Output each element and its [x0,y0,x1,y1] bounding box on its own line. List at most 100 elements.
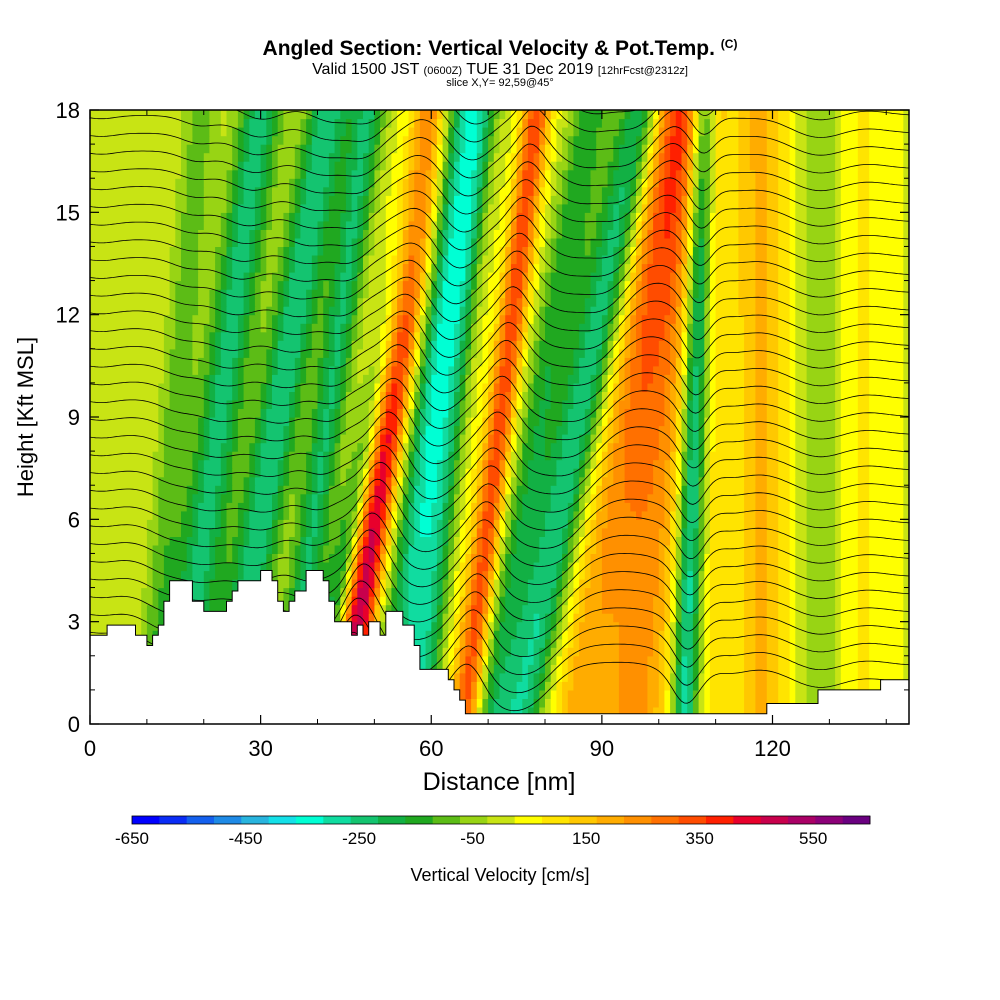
velocity-cell [675,476,683,486]
velocity-cell [311,314,319,324]
velocity-cell [681,562,688,572]
velocity-cell [334,280,341,290]
velocity-cell [675,451,683,461]
velocity-cell [755,647,768,657]
velocity-cell [613,459,626,469]
velocity-cell [385,553,393,563]
velocity-cell [692,314,705,324]
velocity-cell [226,485,233,495]
velocity-cell [869,553,904,563]
velocity-cell [806,306,836,316]
velocity-cell [709,647,745,657]
velocity-cell [562,630,569,640]
velocity-cell [192,451,205,461]
velocity-cell [704,664,711,674]
velocity-cell [840,289,859,299]
velocity-cell [755,425,768,435]
velocity-cell [755,255,768,265]
velocity-cell [664,664,671,674]
velocity-cell [345,348,353,358]
velocity-cell [363,323,381,333]
velocity-cell [471,519,478,529]
velocity-cell [90,365,165,375]
velocity-cell [408,485,415,495]
velocity-cell [903,570,909,580]
velocity-cell [630,382,643,392]
velocity-cell [505,195,512,205]
velocity-cell [869,314,904,324]
velocity-cell [789,655,796,665]
velocity-cell [163,562,188,572]
velocity-cell [431,203,438,213]
velocity-cell [687,681,694,691]
velocity-cell [510,382,518,392]
velocity-cell [675,280,683,290]
velocity-cell [215,314,222,324]
velocity-cell [357,485,364,495]
velocity-cell [744,544,757,554]
velocity-cell [408,417,415,427]
velocity-cell [545,519,569,529]
velocity-cell [567,425,586,435]
velocity-cell [203,425,211,435]
velocity-cell [272,502,279,512]
velocity-cell [476,621,484,631]
velocity-cell [442,587,449,597]
velocity-cell [806,544,836,554]
velocity-cell [152,451,165,461]
velocity-cell [778,374,791,384]
velocity-cell [675,417,683,427]
velocity-cell [499,382,512,392]
velocity-cell [220,365,233,375]
velocity-cell [675,365,683,375]
velocity-cell [687,689,694,699]
velocity-cell [835,672,842,682]
velocity-cell [835,664,842,674]
velocity-cell [516,408,523,418]
velocity-cell [903,237,909,247]
velocity-cell [510,434,518,444]
velocity-cell [311,331,324,341]
velocity-cell [357,553,364,563]
velocity-cell [698,289,705,299]
velocity-cell [482,451,489,461]
velocity-cell [289,289,307,299]
velocity-cell [738,272,757,282]
velocity-cell [323,323,330,333]
velocity-cell [465,655,472,665]
velocity-cell [698,553,705,563]
velocity-cell [709,314,717,324]
velocity-cell [795,417,808,427]
velocity-cell [607,442,614,452]
velocity-cell [431,638,438,648]
velocity-cell [169,365,193,375]
velocity-cell [647,306,671,316]
velocity-cell [715,220,739,230]
velocity-cell [482,212,489,222]
velocity-cell [653,485,666,495]
velocity-cell [237,340,245,350]
velocity-cell [516,493,523,503]
velocity-cell [351,237,358,247]
velocity-cell [795,314,808,324]
velocity-cell [169,382,205,392]
velocity-cell [835,527,842,537]
velocity-cell [573,468,580,478]
velocity-cell [158,434,165,444]
velocity-cell [806,272,836,282]
velocity-cell [630,237,637,247]
velocity-cell [903,613,909,623]
velocity-cell [692,246,700,256]
velocity-cell [744,664,757,674]
velocity-cell [357,357,381,367]
velocity-cell [687,553,694,563]
velocity-cell [158,408,165,418]
velocity-cell [345,220,358,230]
velocity-cell [806,382,836,392]
velocity-cell [692,255,700,265]
velocity-cell [385,425,398,435]
velocity-cell [755,553,768,563]
velocity-cell [857,391,870,401]
velocity-cell [368,579,375,589]
velocity-cell [385,331,393,341]
